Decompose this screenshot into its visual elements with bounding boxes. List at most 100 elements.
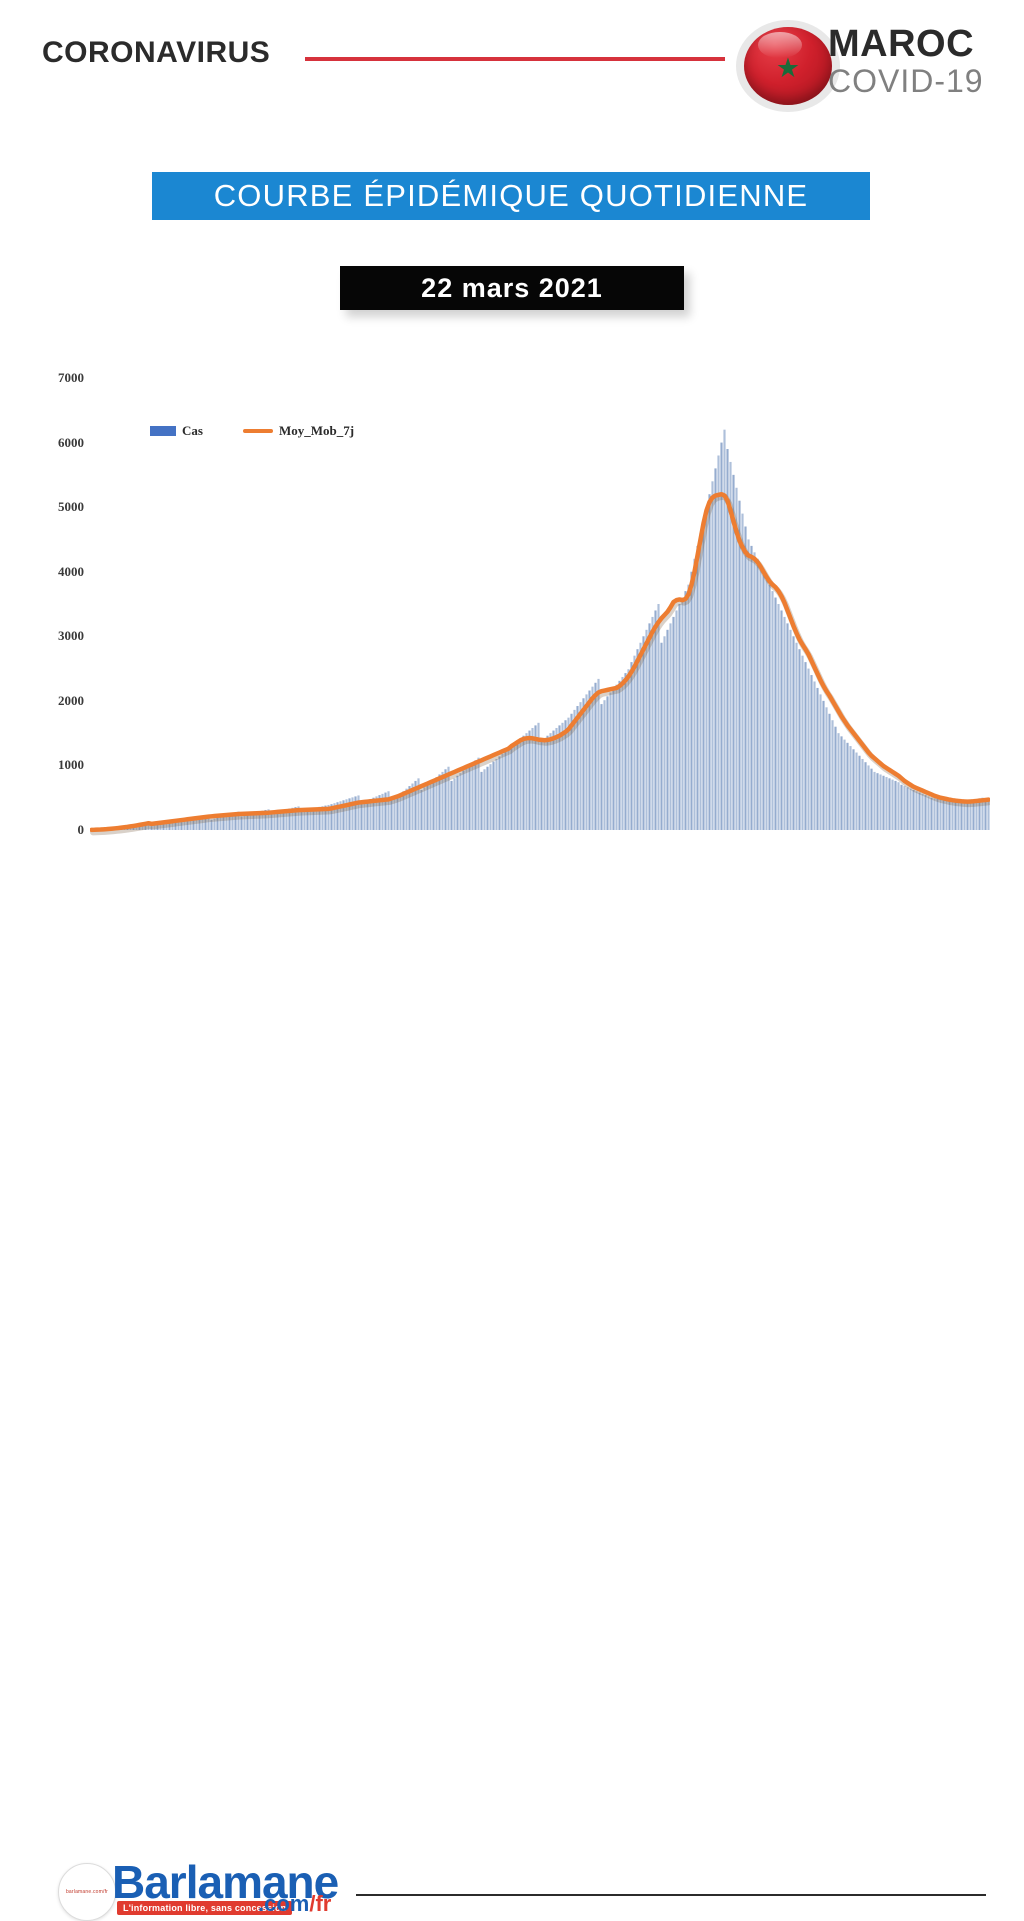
bar: [336, 802, 339, 830]
bar: [540, 740, 543, 830]
bar: [612, 688, 615, 830]
bar: [909, 788, 912, 830]
bar: [390, 797, 393, 830]
bar: [765, 578, 768, 830]
bar: [918, 792, 921, 830]
bar: [681, 597, 684, 830]
bar: [597, 678, 600, 830]
bar: [846, 742, 849, 830]
bar: [699, 532, 702, 830]
bar: [582, 698, 585, 830]
bar: [696, 545, 699, 830]
chart-legend: Cas Moy_Mob_7j: [150, 423, 354, 439]
bar: [207, 815, 210, 830]
bar: [729, 461, 732, 830]
bar: [348, 798, 351, 830]
bar: [915, 791, 918, 830]
legend-item-moyenne-mobile: Moy_Mob_7j: [242, 423, 354, 439]
bar: [891, 779, 894, 830]
bar: [780, 610, 783, 830]
bar: [312, 808, 315, 830]
bar: [567, 717, 570, 830]
bar: [249, 813, 252, 830]
bar: [201, 816, 204, 830]
bar: [660, 642, 663, 830]
domain-fr: /fr: [309, 1891, 332, 1916]
bar: [666, 629, 669, 830]
bar: [957, 801, 960, 830]
bar: [246, 814, 249, 830]
bar: [693, 558, 696, 830]
bar: [549, 733, 552, 830]
bar: [258, 811, 261, 830]
bar: [726, 449, 729, 830]
bar: [795, 642, 798, 830]
brand-title: MAROC: [828, 23, 975, 65]
bar: [441, 771, 444, 830]
bar: [174, 821, 177, 830]
bar: [240, 816, 243, 830]
bar: [843, 739, 846, 830]
bar: [951, 801, 954, 830]
bar: [849, 746, 852, 830]
bar: [561, 722, 564, 830]
bar: [858, 755, 861, 830]
bar: [735, 487, 738, 830]
bar: [438, 774, 441, 830]
line-swatch-icon: [242, 429, 273, 433]
bar: [822, 700, 825, 830]
footer-domain[interactable]: .com/fr: [258, 1893, 331, 1915]
bar: [363, 801, 366, 830]
bar: [366, 800, 369, 830]
bar: [837, 733, 840, 830]
bar: [717, 455, 720, 830]
bar: [786, 623, 789, 830]
bar: [375, 796, 378, 830]
plot-area: [89, 355, 993, 855]
bar: [480, 771, 483, 830]
bar: [273, 812, 276, 830]
bar: [321, 806, 324, 830]
bar: [609, 692, 612, 830]
bar: [798, 649, 801, 830]
bar: [219, 816, 222, 830]
bar: [900, 784, 903, 830]
bar: [435, 777, 438, 830]
y-axis-tick: 2000: [58, 692, 84, 708]
bar: [933, 798, 936, 830]
bar: [657, 604, 660, 830]
bar: [297, 806, 300, 830]
bar: [543, 738, 546, 830]
bar: [633, 655, 636, 830]
bar: [333, 803, 336, 830]
bar: [204, 816, 207, 830]
bar: [819, 694, 822, 830]
page-header: CORONAVIRUS ★ MAROC COVID-19: [0, 0, 1024, 120]
bar: [897, 782, 900, 830]
bar: [144, 823, 147, 830]
bar: [636, 649, 639, 830]
bar: [378, 795, 381, 830]
bar: [639, 642, 642, 830]
bar: [546, 735, 549, 830]
bar: [267, 809, 270, 830]
bar: [447, 766, 450, 830]
barlamane-logo-icon[interactable]: barlamane.com/fr: [58, 1863, 116, 1921]
bar: [285, 809, 288, 830]
bar: [456, 775, 459, 830]
bar: [936, 799, 939, 830]
bar: [309, 809, 312, 830]
bar: [222, 815, 225, 830]
bar: [189, 818, 192, 830]
brand-text: MAROC COVID-19: [828, 24, 984, 98]
bar: [966, 800, 969, 830]
bar: [945, 800, 948, 830]
bar: [141, 824, 144, 830]
bar: [939, 799, 942, 830]
bar: [600, 704, 603, 830]
bar: [252, 812, 255, 830]
bar: [831, 720, 834, 830]
page-footer: barlamane.com/fr Barlamane L'information…: [0, 925, 1024, 1921]
bar: [402, 791, 405, 830]
bar: [804, 662, 807, 830]
